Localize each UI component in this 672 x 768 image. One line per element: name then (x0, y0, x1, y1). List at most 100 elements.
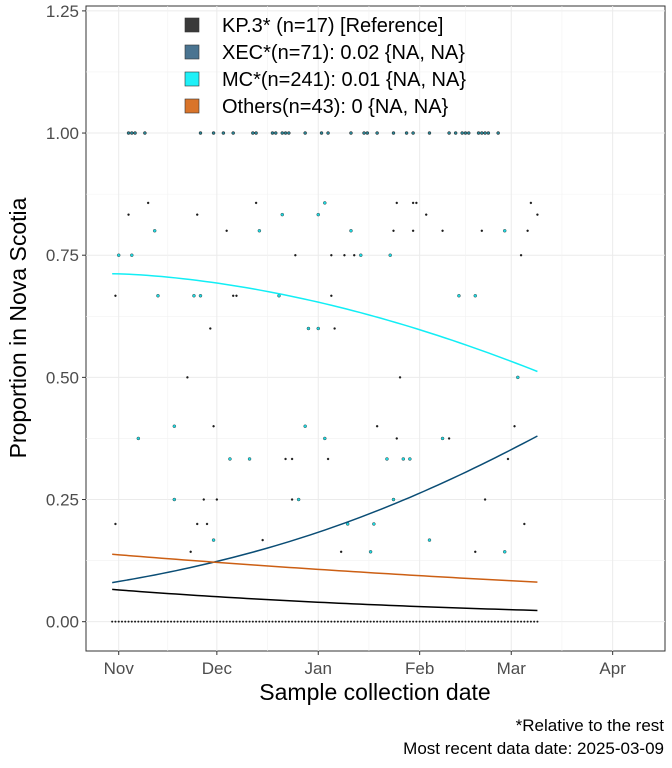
data-point (114, 620, 117, 623)
data-point (147, 620, 150, 623)
data-point (375, 425, 379, 428)
data-point (206, 620, 209, 623)
data-point (487, 620, 490, 623)
data-point (136, 436, 141, 441)
data-point (211, 538, 216, 542)
data-point (516, 375, 520, 380)
data-point (225, 620, 228, 623)
data-point (172, 497, 177, 502)
data-point (186, 376, 189, 379)
data-point (349, 620, 352, 623)
x-tick-label: Mar (497, 659, 527, 678)
data-point (529, 201, 533, 205)
data-point (379, 620, 382, 623)
data-point (170, 620, 173, 623)
data-point (232, 294, 235, 297)
data-point (202, 620, 205, 623)
caption-relative: *Relative to the rest (516, 716, 665, 735)
data-point (362, 131, 366, 135)
data-point (411, 131, 415, 135)
data-point (385, 620, 388, 623)
data-point (333, 327, 336, 330)
data-point (392, 620, 395, 623)
data-point (463, 131, 468, 135)
data-point (440, 436, 445, 441)
data-point (408, 620, 411, 623)
data-point (320, 620, 323, 623)
data-point (126, 131, 131, 135)
data-point (523, 522, 526, 526)
data-point (198, 131, 203, 135)
data-point (137, 620, 140, 623)
data-point (114, 522, 117, 526)
data-point (281, 620, 284, 623)
data-point (376, 620, 379, 623)
fit-line-2 (112, 273, 538, 373)
data-point (251, 131, 255, 135)
data-point (254, 131, 258, 135)
data-point (134, 620, 137, 623)
y-axis-title: Proportion in Nova Scotia (5, 197, 31, 458)
data-point (497, 620, 500, 623)
data-point (425, 620, 428, 623)
data-point (418, 620, 421, 623)
data-point (503, 550, 507, 554)
data-point (212, 620, 215, 623)
data-point (111, 620, 114, 623)
data-point (402, 620, 405, 623)
data-point (153, 620, 156, 623)
data-point (326, 457, 330, 461)
data-point (323, 201, 327, 205)
data-point (365, 131, 370, 135)
data-point (215, 620, 218, 623)
data-point (176, 620, 179, 623)
data-point (146, 201, 150, 205)
data-point (466, 131, 471, 135)
x-axis-title: Sample collection date (259, 679, 490, 705)
data-point (235, 294, 238, 297)
data-point (152, 229, 157, 233)
data-point (405, 620, 408, 623)
data-point (280, 212, 284, 217)
data-point (520, 620, 523, 623)
data-point (273, 131, 278, 135)
data-point (529, 620, 532, 623)
data-point (222, 620, 225, 623)
data-point (399, 620, 402, 623)
data-point (526, 620, 529, 623)
caption-date: Most recent data date: 2025-03-09 (403, 739, 664, 758)
data-point (425, 213, 428, 216)
data-point (408, 457, 412, 461)
data-point (261, 538, 264, 542)
data-point (196, 620, 199, 623)
data-point (359, 253, 363, 257)
data-point (480, 229, 484, 232)
data-point (490, 620, 493, 623)
data-point (124, 620, 127, 623)
data-point (120, 620, 123, 623)
data-point (382, 620, 385, 623)
data-point (523, 620, 526, 623)
data-point (287, 620, 290, 623)
data-point (438, 620, 441, 623)
data-point (196, 522, 199, 526)
data-point (133, 131, 137, 135)
y-tick-label: 0.50 (46, 368, 79, 387)
data-point (330, 254, 333, 257)
data-point (471, 620, 473, 623)
x-tick-label: Apr (599, 659, 626, 678)
y-tick-label: 0.00 (46, 613, 79, 632)
data-point (296, 497, 301, 502)
data-point (117, 620, 120, 623)
data-point (290, 457, 294, 461)
data-point (323, 436, 327, 441)
data-point (290, 498, 294, 501)
data-point (257, 229, 262, 233)
data-point (483, 131, 487, 135)
data-point (372, 620, 375, 623)
data-point (228, 620, 231, 623)
legend-swatch (184, 98, 200, 114)
data-point (375, 131, 379, 135)
plot-panel (85, 5, 666, 652)
data-point (304, 620, 307, 623)
